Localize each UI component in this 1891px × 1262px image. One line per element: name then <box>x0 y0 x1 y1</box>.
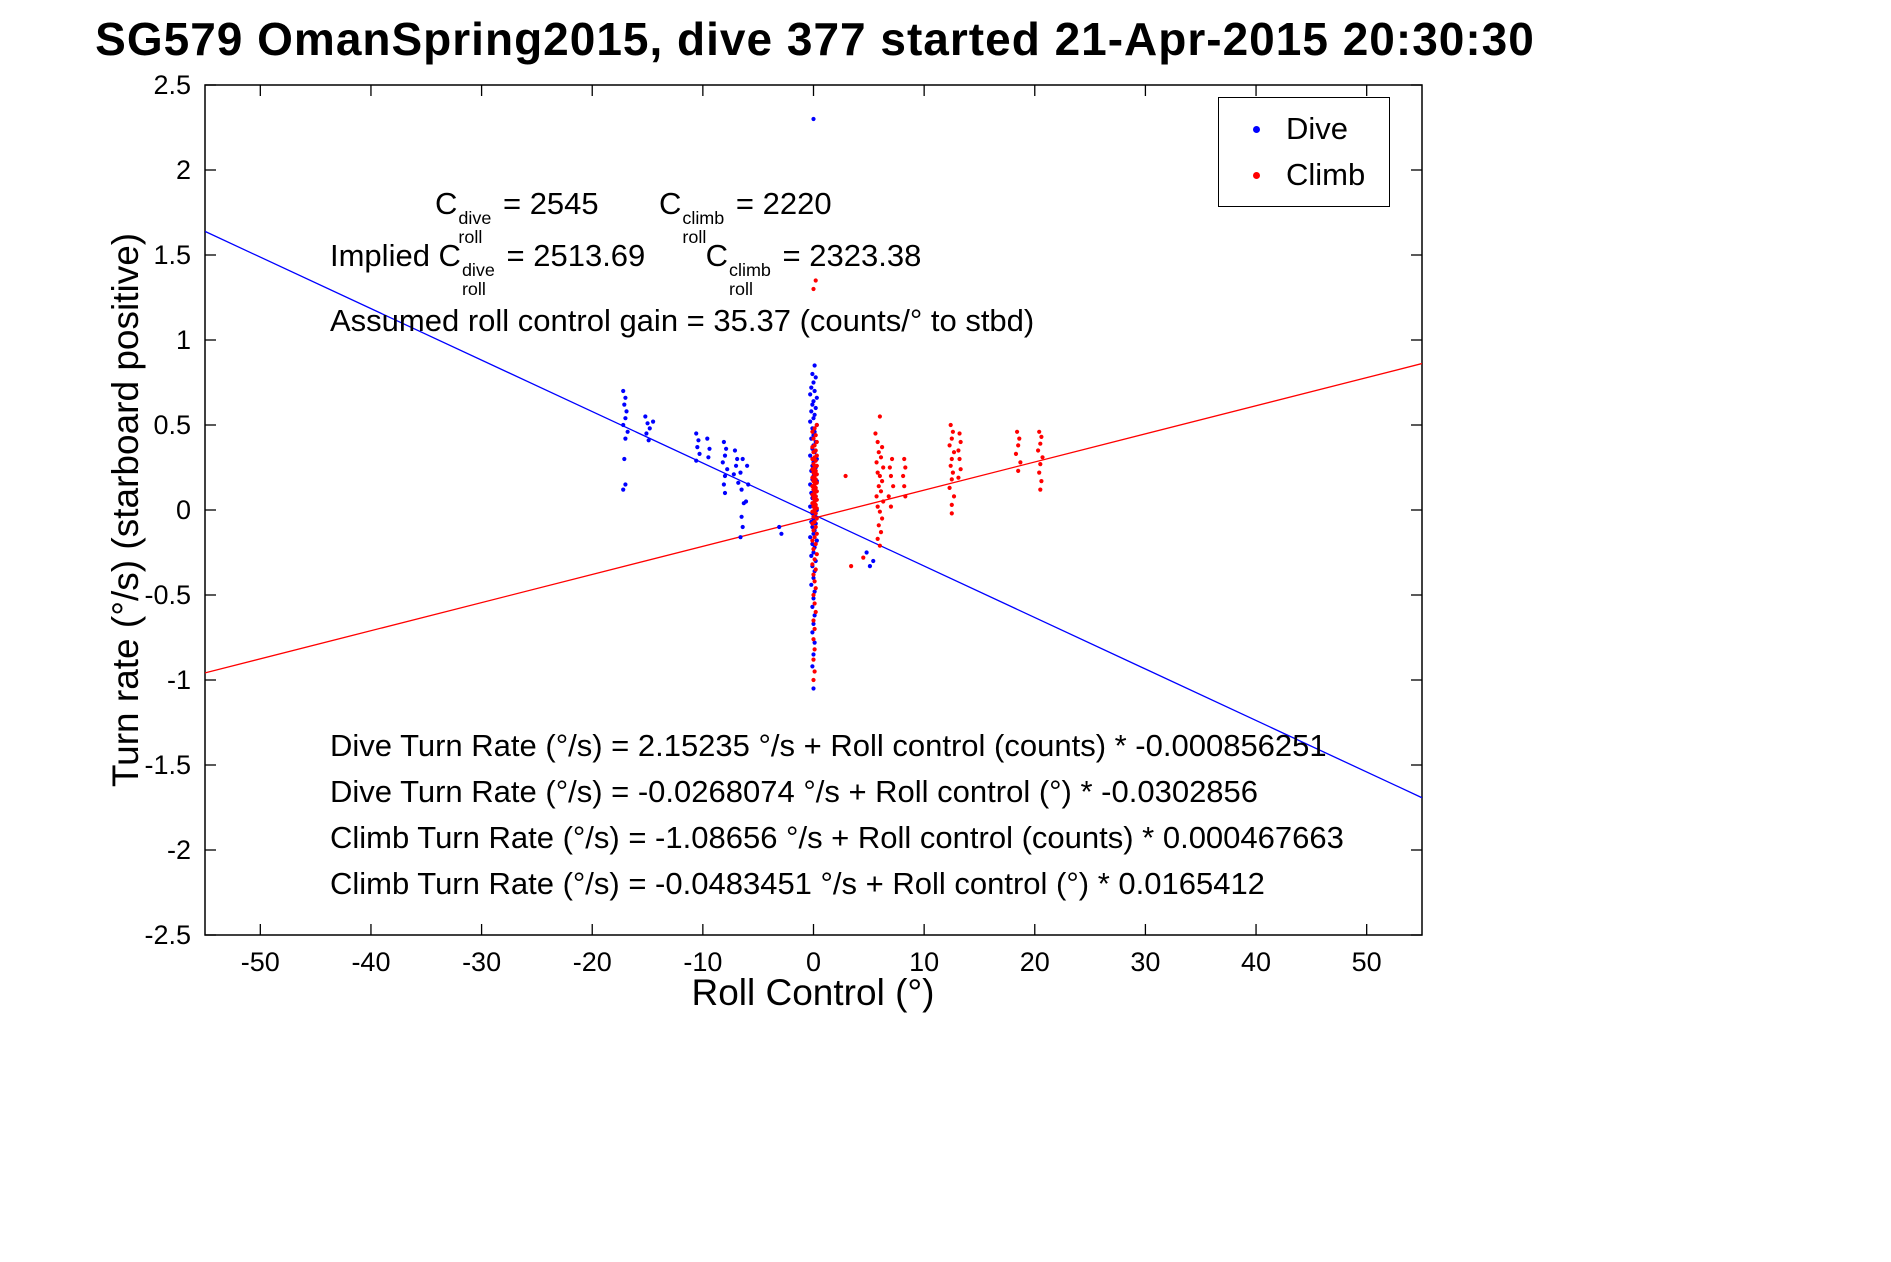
plot-content <box>205 116 1422 799</box>
y-tick-label: 1 <box>176 325 191 355</box>
x-tick-label: -10 <box>683 947 722 977</box>
x-tick-label: 10 <box>909 947 939 977</box>
x-tick-label: 40 <box>1241 947 1271 977</box>
x-tick-label: -20 <box>573 947 612 977</box>
x-tick-label: 30 <box>1130 947 1160 977</box>
climb-points <box>810 278 1045 683</box>
x-axis-label: Roll Control (°) <box>691 972 935 1013</box>
y-tick-label: -2.5 <box>144 920 191 950</box>
x-tick-label: 20 <box>1020 947 1050 977</box>
climb-marker-icon <box>1253 171 1260 179</box>
y-tick-label: 0 <box>176 495 191 525</box>
annotation-climb-fit-deg-eq: Climb Turn Rate (°/s) = -0.0483451 °/s +… <box>330 866 1265 901</box>
y-tick-label: 2 <box>176 155 191 185</box>
legend-entry-climb: Climb <box>1239 152 1365 198</box>
y-tick-label: 2.5 <box>153 70 191 100</box>
legend-label: Dive <box>1286 111 1349 146</box>
sub-sup-stack: dive roll <box>458 207 492 248</box>
sub-sup-stack: dive roll <box>461 259 495 300</box>
sub-sup-stack: climb roll <box>682 207 725 248</box>
legend: Dive Climb <box>1218 97 1391 207</box>
annotation-climb-fit-counts-eq: Climb Turn Rate (°/s) = -1.08656 °/s + R… <box>330 820 1344 855</box>
x-tick-label: -40 <box>351 947 390 977</box>
y-tick-label: 0.5 <box>153 410 191 440</box>
legend-label: Climb <box>1286 157 1366 192</box>
chart-title: SG579 OmanSpring2015, dive 377 started 2… <box>95 13 1535 65</box>
annotation-roll-gain-note: Assumed roll control gain = 35.37 (count… <box>330 303 1035 338</box>
y-tick-label: -1.5 <box>144 750 191 780</box>
annotation-dive-fit-deg-eq: Dive Turn Rate (°/s) = -0.0268074 °/s + … <box>330 774 1259 809</box>
x-tick-label: -50 <box>241 947 280 977</box>
y-tick-label: -0.5 <box>144 580 191 610</box>
y-tick-label: 1.5 <box>153 240 191 270</box>
y-tick-label: -2 <box>167 835 191 865</box>
legend-entry-dive: Dive <box>1239 106 1365 152</box>
annotation-dive-fit-counts-eq: Dive Turn Rate (°/s) = 2.15235 °/s + Rol… <box>330 728 1327 763</box>
sub-sup-stack: climb roll <box>728 259 771 300</box>
x-tick-label: -30 <box>462 947 501 977</box>
y-tick-label: -1 <box>167 665 191 695</box>
x-tick-label: 0 <box>806 947 821 977</box>
x-tick-label: 50 <box>1352 947 1382 977</box>
dive-marker-icon <box>1253 125 1260 133</box>
